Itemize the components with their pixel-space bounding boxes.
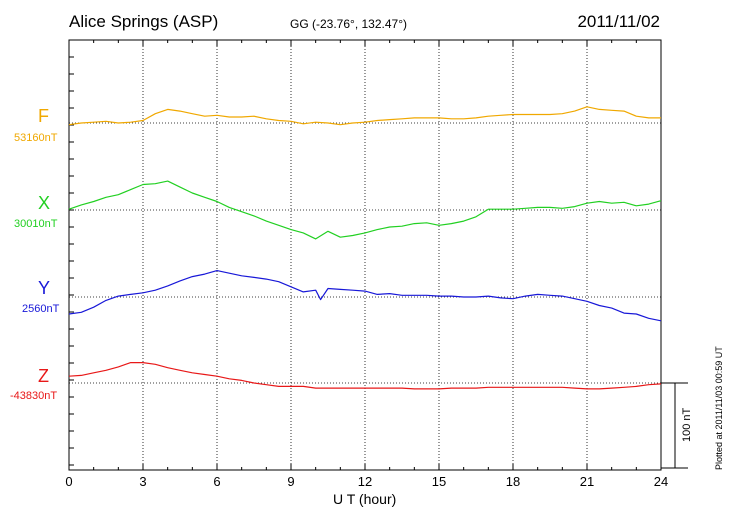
x-tick-label: 3 [139, 474, 147, 489]
series-line-x [68, 180, 662, 240]
x-tick-label: 9 [287, 474, 295, 489]
baseline-label-y: 2560nT [22, 303, 60, 315]
component-label-z: Z [38, 366, 49, 386]
x-tick-label: 0 [65, 474, 73, 489]
component-label-x: X [38, 193, 51, 213]
component-label-y: Y [38, 278, 51, 298]
x-tick-label: 15 [431, 474, 447, 489]
x-tick-label: 24 [653, 474, 669, 489]
station-coordinates: GG (-23.76°, 132.47°) [290, 17, 407, 31]
series-line-f [68, 106, 661, 126]
x-tick-label: 12 [357, 474, 373, 489]
x-axis-label: U T (hour) [333, 491, 397, 507]
plotted-at-note: Plotted at 2011/11/03 00:59 UT [714, 346, 724, 470]
series-line-y [68, 270, 662, 322]
x-tick-label: 6 [213, 474, 221, 489]
component-label-f: F [38, 106, 49, 126]
series-line-z [68, 362, 662, 390]
scale-bar-label: 100 nT [681, 407, 693, 442]
x-tick-label: 21 [579, 474, 595, 489]
baseline-label-z: -43830nT [10, 390, 58, 402]
x-tick-label: 18 [505, 474, 521, 489]
plot-frame [68, 39, 662, 471]
baseline-label-x: 30010nT [14, 218, 58, 230]
baseline-label-f: 53160nT [14, 132, 58, 144]
plot-date: 2011/11/02 [577, 12, 660, 31]
station-title: Alice Springs (ASP) [69, 12, 219, 31]
